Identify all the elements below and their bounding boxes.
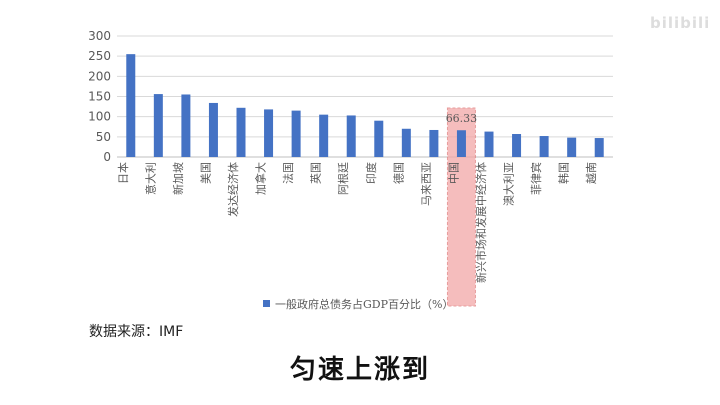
y-tick-label: 300 xyxy=(88,29,111,43)
x-category-label: 加拿大 xyxy=(254,162,268,195)
y-tick-label: 0 xyxy=(103,150,111,164)
y-tick-label: 50 xyxy=(96,130,111,144)
x-category-label: 澳大利亚 xyxy=(502,162,516,206)
bar xyxy=(319,114,329,157)
bar xyxy=(346,115,356,157)
x-category-label: 新加坡 xyxy=(171,162,185,195)
data-label: 66.33 xyxy=(446,112,478,125)
x-category-label: 法国 xyxy=(281,162,295,184)
bar xyxy=(512,134,522,157)
y-axis-ticks: 0 50 100 150 200 250 300 xyxy=(88,29,111,164)
bar xyxy=(181,94,191,157)
bar xyxy=(484,131,494,157)
y-tick-label: 200 xyxy=(88,69,111,83)
bar xyxy=(401,128,411,157)
bar xyxy=(429,129,439,157)
x-category-label: 发达经济体 xyxy=(226,162,240,217)
x-category-label: 英国 xyxy=(309,162,323,184)
x-category-label: 日本 xyxy=(116,162,130,184)
bar xyxy=(264,109,274,157)
bar xyxy=(236,107,246,157)
y-tick-label: 250 xyxy=(88,49,111,63)
x-category-label: 印度 xyxy=(364,162,378,184)
highlight-layer: 66.33 xyxy=(446,107,478,307)
x-category-label: 中国 xyxy=(447,162,460,184)
legend-label: 一般政府总债务占GDP百分比（%） xyxy=(275,297,453,311)
bilibili-watermark: bilibili xyxy=(650,14,711,32)
y-tick-label: 150 xyxy=(88,90,111,104)
gridlines xyxy=(117,35,613,158)
x-category-label: 菲律宾 xyxy=(529,162,543,195)
bar xyxy=(539,136,549,157)
x-category-label: 德国 xyxy=(391,162,405,184)
video-subtitle: 匀速上涨到 xyxy=(289,355,430,385)
legend: 一般政府总债务占GDP百分比（%） xyxy=(263,297,453,311)
x-axis-categories: 日本 意大利 新加坡 美国 发达经济体 加拿大 法国 英国 阿根廷 印度 德国 马来西亚 中国 新兴市场和… xyxy=(116,162,598,283)
bar xyxy=(153,94,163,157)
data-source-note: 数据来源：IMF xyxy=(89,324,184,340)
bar xyxy=(567,137,577,157)
bar xyxy=(374,120,384,157)
bar xyxy=(456,130,466,157)
x-category-label: 阿根廷 xyxy=(336,162,350,195)
x-category-label: 新兴市场和发展中经济体 xyxy=(474,162,488,283)
bar xyxy=(291,110,301,157)
x-category-label: 越南 xyxy=(584,162,598,184)
bars xyxy=(126,54,604,157)
legend-swatch xyxy=(263,300,270,307)
y-tick-label: 100 xyxy=(88,110,111,124)
bar xyxy=(126,54,136,157)
bar xyxy=(594,138,604,157)
x-category-label: 意大利 xyxy=(143,162,157,195)
x-category-label: 马来西亚 xyxy=(420,162,433,206)
x-category-label: 美国 xyxy=(199,162,212,184)
x-category-label: 韩国 xyxy=(557,162,571,184)
bar xyxy=(208,102,218,157)
